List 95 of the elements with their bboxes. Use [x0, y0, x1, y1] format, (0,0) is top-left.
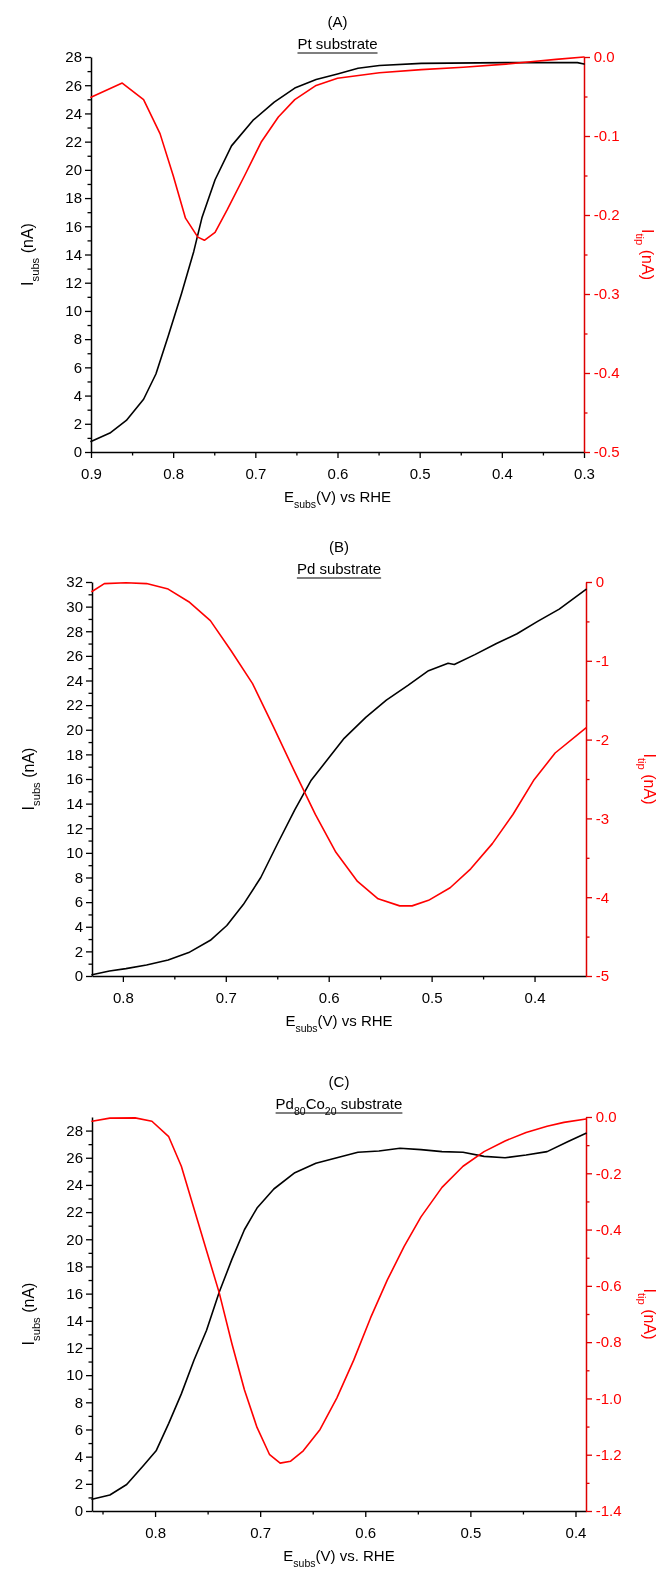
y-tick-label: 4 [73, 386, 82, 404]
y-tick-label: 10 [65, 302, 82, 320]
y-tick-label: 24 [66, 671, 83, 689]
x-axis-title: E$_{subs}$(V) vs. RHE [283, 1547, 395, 1569]
y-tick-label: 26 [66, 647, 83, 665]
y-tick-label: 4 [74, 918, 83, 936]
y-tick-label: 16 [66, 1284, 83, 1302]
y2-tick-label: -3 [595, 809, 610, 827]
x-tick-label: 0.9 [81, 465, 102, 482]
y-tick-label: 14 [65, 245, 82, 263]
x-tick-label: 0.8 [163, 465, 185, 482]
x-tick-label: 0.6 [318, 989, 340, 1006]
y-tick-label: 30 [66, 597, 83, 615]
y-tick-label: 0 [74, 1502, 83, 1520]
x-tick-label: 0.8 [112, 989, 134, 1006]
y-tick-label: 10 [66, 1366, 83, 1384]
y-tick-label: 8 [74, 868, 83, 886]
x-tick-label: 0.4 [491, 465, 513, 482]
y-tick-label: 14 [66, 1312, 83, 1330]
y-tick-label: 12 [66, 819, 83, 837]
y2-tick-label: -0.2 [595, 1164, 622, 1182]
chart-title: (C) [328, 1073, 350, 1090]
x-tick-label: 0.5 [460, 1524, 482, 1541]
chart-title: (B) [329, 538, 349, 555]
chart-subtitle: Pd$_{80}$Co$_{20}$ substrate [275, 1095, 403, 1117]
y-tick-label: 2 [73, 415, 82, 433]
y-tick-label: 0 [74, 967, 83, 985]
y-tick-label: 20 [65, 161, 82, 179]
y2-tick-label: -1 [595, 652, 610, 670]
y-tick-label: 20 [66, 1230, 83, 1248]
y-tick-label: 26 [66, 1149, 83, 1167]
x-tick-label: 0.8 [145, 1524, 166, 1541]
x-tick-label: 0.5 [421, 989, 443, 1006]
y2-tick-label: -0.4 [595, 1220, 622, 1238]
x-axis-title: E$_{subs}$(V) vs RHE [283, 488, 392, 510]
y-tick-label: 24 [66, 1176, 83, 1194]
y-tick-label: 8 [74, 1393, 83, 1411]
y2-tick-label: -1.2 [595, 1446, 622, 1464]
y2-tick-label: -0.8 [595, 1333, 622, 1351]
y-tick-label: 16 [66, 770, 83, 788]
y-tick-label: 28 [66, 622, 83, 640]
y-tick-label: 10 [66, 844, 83, 862]
x-tick-label: 0.5 [409, 465, 431, 482]
line-series [90, 56, 585, 242]
x-tick-label: 0.7 [215, 989, 237, 1006]
y2-tick-label: -4 [595, 888, 610, 906]
x-tick-label: 0.7 [245, 465, 267, 482]
y2-tick-label: -1.0 [595, 1389, 622, 1407]
y-tick-label: 6 [74, 893, 83, 911]
y-tick-label: 28 [66, 1121, 83, 1139]
y2-tick-label: -0.1 [593, 127, 620, 145]
y-tick-label: 22 [65, 132, 82, 150]
y2-tick-label: -0.3 [593, 285, 620, 303]
y-tick-label: 20 [66, 721, 83, 739]
y2-tick-label: -0.6 [595, 1277, 622, 1295]
y2-tick-label: -0.2 [593, 206, 620, 224]
chart-title: (A) [327, 13, 348, 30]
y-tick-label: 26 [65, 76, 82, 94]
chart-subtitle: Pd substrate [296, 560, 382, 577]
y2-tick-label: 0.0 [593, 48, 615, 66]
y2-tick-label: -1.4 [595, 1502, 622, 1520]
x-axis-title: E$_{subs}$(V) vs RHE [285, 1012, 393, 1034]
y-tick-label: 12 [65, 274, 82, 292]
y-tick-label: 12 [66, 1339, 83, 1357]
line-series [91, 581, 587, 907]
x-tick-label: 0.7 [250, 1524, 272, 1541]
y2-tick-label: 0 [595, 573, 605, 591]
y-tick-label: 4 [74, 1447, 83, 1465]
y-tick-label: 18 [66, 745, 83, 763]
y2-tick-label: -0.5 [593, 443, 620, 461]
y-tick-label: 32 [66, 573, 83, 591]
y2-tick-label: 0.0 [595, 1108, 617, 1126]
y-tick-label: 2 [74, 942, 83, 960]
y2-tick-label: -0.4 [593, 364, 620, 382]
y-tick-label: 2 [74, 1475, 83, 1493]
y-tick-label: 18 [65, 189, 82, 207]
y-tick-label: 28 [65, 48, 82, 66]
y-tick-label: 0 [73, 443, 82, 461]
y-tick-label: 18 [66, 1257, 83, 1275]
x-tick-label: 0.3 [574, 465, 595, 482]
x-tick-label: 0.4 [524, 989, 546, 1006]
y2-tick-label: -2 [595, 730, 610, 748]
chart-subtitle: Pt substrate [297, 35, 378, 52]
y-tick-label: 22 [66, 696, 83, 714]
x-tick-label: 0.6 [327, 465, 349, 482]
y-tick-label: 22 [66, 1203, 83, 1221]
y-tick-label: 14 [66, 794, 83, 812]
y-tick-label: 24 [65, 104, 82, 122]
x-tick-label: 0.6 [355, 1524, 377, 1541]
y-tick-label: 6 [73, 358, 82, 376]
y-tick-label: 6 [74, 1420, 83, 1438]
y2-tick-label: -5 [595, 967, 610, 985]
y-tick-label: 16 [65, 217, 82, 235]
x-tick-label: 0.4 [565, 1524, 587, 1541]
y-tick-label: 8 [73, 330, 82, 348]
